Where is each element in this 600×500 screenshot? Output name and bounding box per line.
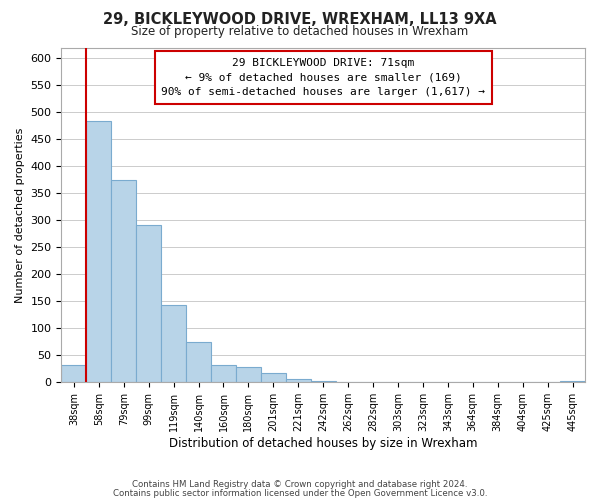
Text: 29 BICKLEYWOOD DRIVE: 71sqm
← 9% of detached houses are smaller (169)
90% of sem: 29 BICKLEYWOOD DRIVE: 71sqm ← 9% of deta… — [161, 58, 485, 97]
Text: Contains HM Land Registry data © Crown copyright and database right 2024.: Contains HM Land Registry data © Crown c… — [132, 480, 468, 489]
Bar — [61, 365, 86, 382]
Bar — [186, 342, 211, 382]
Bar — [161, 304, 186, 382]
Bar — [136, 225, 161, 382]
Y-axis label: Number of detached properties: Number of detached properties — [15, 127, 25, 302]
Bar — [236, 366, 261, 382]
Text: 29, BICKLEYWOOD DRIVE, WREXHAM, LL13 9XA: 29, BICKLEYWOOD DRIVE, WREXHAM, LL13 9XA — [103, 12, 497, 28]
Bar — [111, 180, 136, 382]
Bar — [86, 122, 111, 382]
Text: Contains public sector information licensed under the Open Government Licence v3: Contains public sector information licen… — [113, 488, 487, 498]
X-axis label: Distribution of detached houses by size in Wrexham: Distribution of detached houses by size … — [169, 437, 478, 450]
Bar — [286, 378, 311, 382]
Bar — [560, 380, 585, 382]
Text: Size of property relative to detached houses in Wrexham: Size of property relative to detached ho… — [131, 25, 469, 38]
Bar — [261, 373, 286, 382]
Bar — [211, 365, 236, 382]
